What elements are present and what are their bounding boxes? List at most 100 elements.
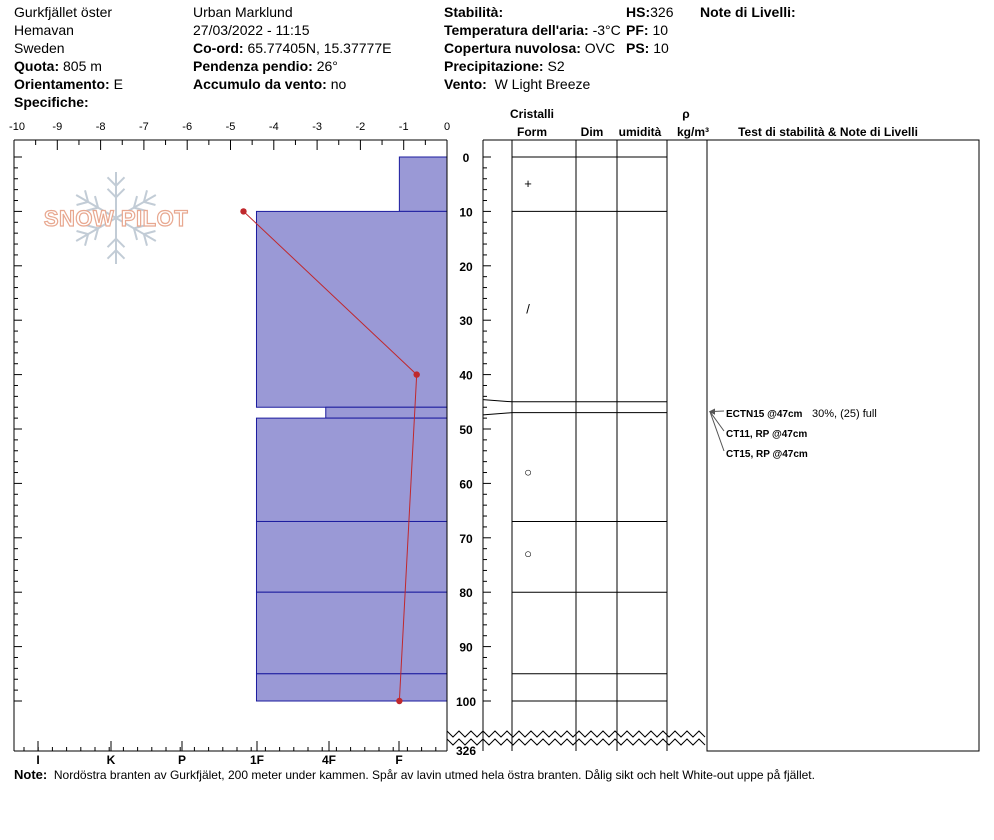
region-name: Hemavan xyxy=(14,22,74,38)
snowflake-branch xyxy=(106,249,117,260)
layer-table: + / ○ ○ xyxy=(446,139,980,752)
header-col-1: Gurkfjället öster Hemavan Sweden Quota: … xyxy=(14,3,123,111)
elevation: Quota: 805 m xyxy=(14,57,123,75)
depth-label: 90 xyxy=(459,641,473,655)
temp-tick-label: -1 xyxy=(399,121,409,133)
stability-label: Stabilità: xyxy=(444,4,504,20)
ps: PS: 10 xyxy=(626,39,673,57)
chart-labels: -10 -9 -8 -7 -6 -5 -4 -3 -2 -1 0I K P 1F 4F F0102030405… xyxy=(9,107,918,767)
precip-label: Precipitazione: xyxy=(444,58,544,74)
temperature-point xyxy=(413,371,420,378)
specifics: Specifiche: xyxy=(14,93,123,111)
crystal-form-symbol: ○ xyxy=(524,546,532,561)
header-col-4: HS:326 PF: 10 PS: 10 xyxy=(626,3,674,57)
snow-profile-chart: SNOW PILOT +/○○ -10 -9 -8 -7 -6 -5 -4 -3 -2 -1 0I K… xyxy=(9,107,980,767)
coordinates: Co-ord: 65.77405N, 15.37777E xyxy=(193,39,391,57)
temp-tick-label: -10 xyxy=(9,121,25,133)
snowflake-branch xyxy=(86,206,99,212)
temp-tick-label: -3 xyxy=(312,121,322,133)
wind-loading-value: no xyxy=(330,76,347,92)
hardness-label: P xyxy=(178,753,186,767)
pf-label: PF: xyxy=(626,22,649,38)
aspect: Orientamento: E xyxy=(14,75,123,93)
hs-value: 326 xyxy=(650,4,674,20)
tests-notes-header: Test di stabilità & Note di Livelli xyxy=(738,125,918,139)
observation-datetime: 27/03/2022 - 11:15 xyxy=(193,22,310,38)
note-text: Nordöstra branten av Gurkfjälet, 200 met… xyxy=(53,768,815,782)
slope-angle: Pendenza pendio: 26° xyxy=(193,57,391,75)
location-name: Gurkfjället öster xyxy=(14,4,113,20)
temperature-point xyxy=(396,697,403,705)
wind-loading: Accumulo da vento: no xyxy=(193,75,391,93)
temp-tick-label: -2 xyxy=(356,121,366,133)
elevation-value: 805 m xyxy=(63,58,102,74)
snowflake-branch xyxy=(132,195,138,208)
snowflake-branch xyxy=(143,200,156,206)
hardness-layer-0 xyxy=(398,156,448,212)
hardness-layer-1 xyxy=(255,210,448,408)
crystal-form-symbol: + xyxy=(524,176,532,191)
elevation-label: Quota: xyxy=(14,58,60,74)
depth-break-zigzag xyxy=(446,738,706,746)
snowpilot-logo-text: SNOW PILOT xyxy=(44,206,188,231)
wind-value: W Light Breeze xyxy=(494,76,591,92)
precip-value: S2 xyxy=(547,58,565,74)
crystals-header: Cristalli xyxy=(510,107,554,121)
temp-tick-label: -5 xyxy=(226,121,236,133)
layer-notes-label: Note di Livelli: xyxy=(700,4,796,20)
temperature-profile xyxy=(240,208,420,705)
ps-value: 10 xyxy=(653,40,669,56)
humidity-header: umidità xyxy=(619,125,662,139)
depth-label: 60 xyxy=(459,477,473,491)
stability-test-label: CT15, RP @47cm xyxy=(726,449,808,460)
snowflake-arm xyxy=(115,194,157,219)
hardness-label: 4F xyxy=(322,753,336,767)
stability-test-arrow xyxy=(709,411,725,452)
rho-header: ρ xyxy=(682,107,689,121)
depth-label: 20 xyxy=(459,260,473,274)
crystal-form-symbol: ○ xyxy=(524,465,532,480)
air-temp-label: Temperatura dell'aria: xyxy=(444,22,589,38)
coord-value: 65.77405N, 15.37777E xyxy=(247,40,392,56)
snowflake-branch xyxy=(94,228,100,241)
hardness-layer-4 xyxy=(255,520,448,593)
hardness-layer-6 xyxy=(255,673,448,702)
depth-label: 0 xyxy=(463,151,470,165)
cloud-value: OVC xyxy=(584,40,616,56)
wind-loading-label: Accumulo da vento: xyxy=(193,76,327,92)
slope-value: 26° xyxy=(316,58,338,74)
snowflake-branch xyxy=(133,206,146,212)
snowflake-branch xyxy=(133,224,146,230)
dim-header: Dim xyxy=(581,125,604,139)
temp-tick-label: -4 xyxy=(269,121,279,133)
snowflake-branch xyxy=(76,230,89,236)
snowflake-branch xyxy=(86,224,99,230)
snowflake-branch xyxy=(106,237,117,248)
form-header: Form xyxy=(517,125,547,139)
note: Note: Nordöstra branten av Gurkfjälet, 2… xyxy=(14,767,815,782)
hs-label: HS: xyxy=(626,4,651,20)
depth-break-zigzag xyxy=(446,730,706,738)
stability-test-label: CT11, RP @47cm xyxy=(726,429,807,440)
depth-label: 50 xyxy=(459,423,473,437)
precipitation: Precipitazione: S2 xyxy=(444,57,621,75)
temp-tick-label: -6 xyxy=(182,121,192,133)
depth-bottom-label: 326 xyxy=(456,744,476,758)
stability-test-detail: 30%, (25) full xyxy=(812,408,877,420)
depth-label: 80 xyxy=(459,586,473,600)
snowflake-branch xyxy=(143,230,156,236)
notes-panel xyxy=(706,139,980,752)
header-col-5: Note di Livelli: xyxy=(700,3,796,21)
observer-name: Urban Marklund xyxy=(193,4,293,20)
snowflake-branch xyxy=(142,233,148,246)
cloud-cover: Copertura nuvolosa: OVC xyxy=(444,39,621,57)
ps-label: PS: xyxy=(626,40,650,56)
header-col-2: Urban Marklund 27/03/2022 - 11:15 Co-ord… xyxy=(193,3,391,93)
temp-tick-label: -9 xyxy=(52,121,62,133)
temp-tick-label: 0 xyxy=(444,121,450,133)
hardness-label: F xyxy=(395,753,402,767)
snowpilot-logo: SNOW PILOT xyxy=(43,172,188,264)
header-col-3: Stabilità: Temperatura dell'aria: -3°C C… xyxy=(444,3,621,93)
snowflake-branch xyxy=(115,176,126,187)
slope-label: Pendenza pendio: xyxy=(193,58,313,74)
